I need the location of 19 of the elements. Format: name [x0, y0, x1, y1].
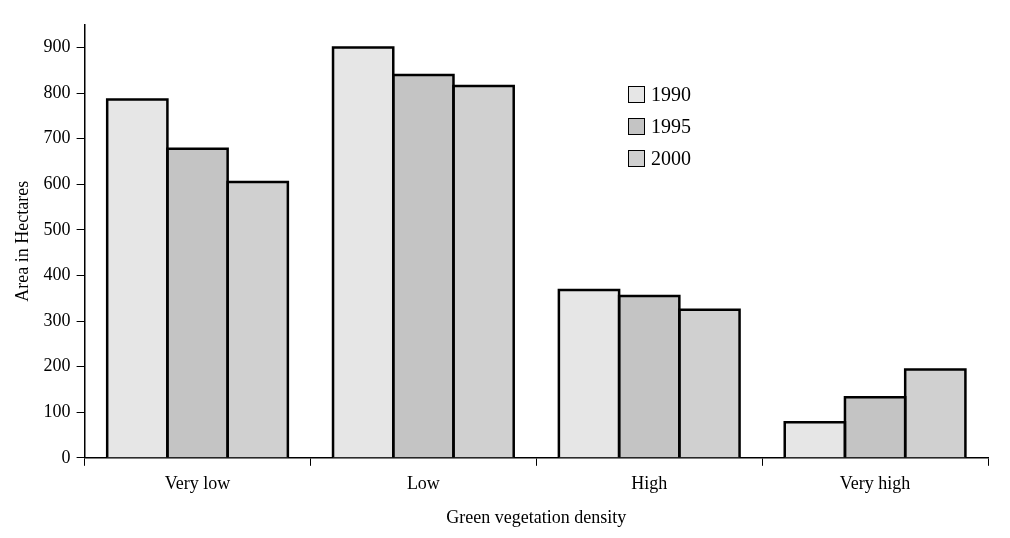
- legend-label: 1990: [651, 82, 691, 106]
- x-axis-title: Green vegetation density: [446, 506, 627, 527]
- y-tick-label: 200: [43, 355, 71, 376]
- x-tick-label: Very high: [839, 473, 911, 494]
- y-tick-label: 600: [43, 173, 71, 194]
- x-tick-label: Low: [406, 473, 440, 494]
- y-tick-label: 700: [43, 127, 71, 148]
- x-tick-label: Very low: [164, 473, 231, 494]
- y-axis-title: Area in Hectares: [11, 180, 32, 302]
- y-tick-label: 400: [43, 264, 71, 285]
- y-tick-label: 900: [43, 36, 71, 57]
- legend-label: 2000: [651, 146, 691, 170]
- y-tick-label: 100: [43, 400, 71, 421]
- y-tick-label: 300: [43, 309, 71, 330]
- y-tick-label: 500: [43, 218, 71, 239]
- x-tick-label: High: [631, 473, 668, 494]
- legend-label: 1995: [651, 114, 691, 138]
- y-tick-label: 0: [61, 446, 71, 467]
- y-tick-label: 800: [43, 81, 71, 102]
